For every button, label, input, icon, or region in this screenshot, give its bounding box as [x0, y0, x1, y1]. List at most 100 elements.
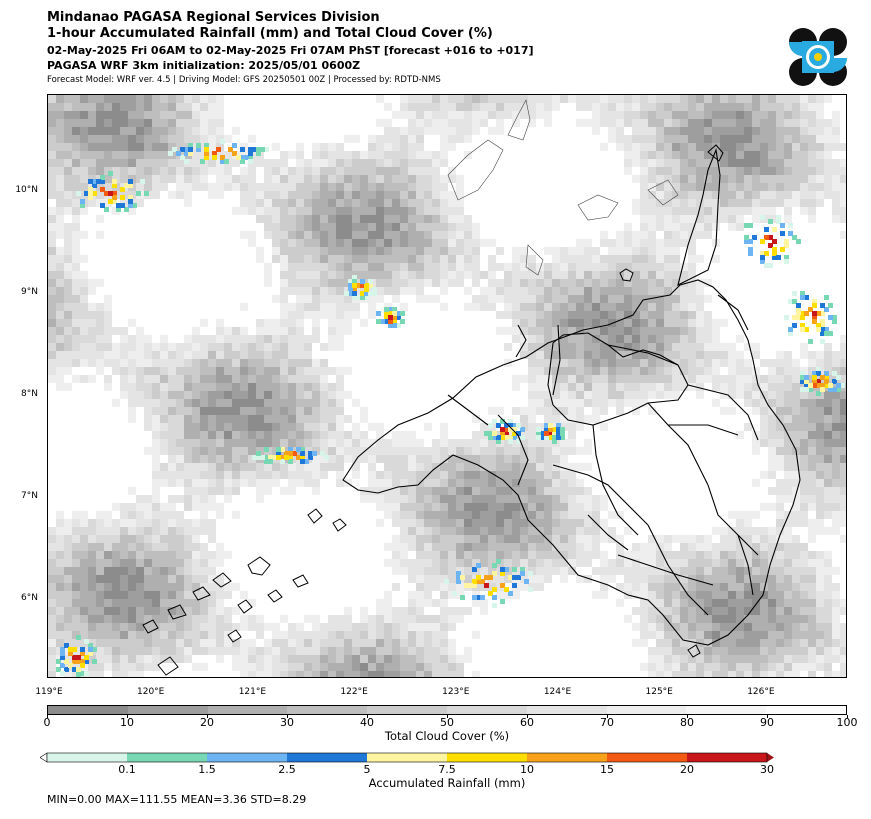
- cloud-cell: [440, 231, 448, 239]
- cloud-cell: [64, 263, 72, 271]
- cloud-cell: [352, 671, 360, 677]
- cloud-cell: [584, 119, 592, 127]
- cloud-cell: [288, 151, 296, 159]
- rain-cell: [104, 207, 109, 212]
- cloud-cell: [520, 255, 528, 263]
- cloud-cell: [680, 663, 688, 671]
- cloud-cell: [432, 183, 440, 191]
- cloud-cell: [752, 159, 760, 167]
- cloud-cell: [768, 527, 776, 535]
- cloud-cell: [696, 143, 704, 151]
- cloud-cell: [56, 599, 64, 607]
- cloud-cell: [128, 527, 136, 535]
- cloud-cell: [216, 479, 224, 487]
- cloud-cell: [296, 415, 304, 423]
- cloud-cell: [288, 375, 296, 383]
- cloud-cell: [440, 239, 448, 247]
- cloud-cell: [688, 591, 696, 599]
- cloud-cell: [592, 111, 600, 119]
- cloud-cell: [536, 551, 544, 559]
- cloud-cell: [560, 511, 568, 519]
- cloud-cell: [184, 447, 192, 455]
- cloud-cell: [840, 367, 846, 375]
- cloud-cell: [448, 615, 456, 623]
- cloud-cell: [272, 255, 280, 263]
- cloud-cell: [824, 399, 832, 407]
- rain-cell: [184, 159, 189, 164]
- cloud-cell: [248, 599, 256, 607]
- cloud-cell: [400, 183, 408, 191]
- cloud-cell: [808, 399, 816, 407]
- cloud-cell: [840, 335, 846, 343]
- cloud-cell: [688, 167, 696, 175]
- rain-cell: [812, 375, 817, 380]
- cloud-cell: [376, 655, 384, 663]
- cloud-cell: [200, 663, 208, 671]
- cloud-cell: [528, 383, 536, 391]
- cloud-cell: [304, 335, 312, 343]
- cloud-cell: [792, 95, 800, 103]
- cloud-cell: [624, 375, 632, 383]
- cloud-cell: [792, 543, 800, 551]
- cloud-cell: [840, 439, 846, 447]
- cloud-cell: [720, 575, 728, 583]
- cloud-cell: [144, 543, 152, 551]
- cloud-cell: [544, 327, 552, 335]
- cloud-cell: [696, 591, 704, 599]
- cloud-cell: [808, 183, 816, 191]
- rain-cell: [280, 455, 285, 460]
- cloud-cell: [712, 647, 720, 655]
- cloud-cell: [264, 359, 272, 367]
- cloud-cell: [192, 175, 200, 183]
- cloud-cell: [552, 255, 560, 263]
- cloud-cell: [440, 567, 448, 575]
- cloud-cell: [400, 455, 408, 463]
- cloud-cell: [120, 111, 128, 119]
- rain-cell: [272, 455, 277, 460]
- cloud-cell: [48, 527, 56, 535]
- cloud-cell: [200, 503, 208, 511]
- cloud-cell: [200, 487, 208, 495]
- cloud-cell: [48, 367, 56, 375]
- cloud-cell: [264, 415, 272, 423]
- cloud-cell: [824, 623, 832, 631]
- rain-cell: [264, 459, 269, 464]
- cloud-cell: [536, 399, 544, 407]
- cloud-cell: [184, 647, 192, 655]
- cloud-cell: [384, 663, 392, 671]
- cloud-cell: [392, 479, 400, 487]
- cloud-cell: [544, 455, 552, 463]
- cloud-cell: [512, 479, 520, 487]
- rain-cell: [788, 231, 793, 236]
- cloud-cell: [200, 631, 208, 639]
- rain-cell: [508, 435, 513, 440]
- cloud-cell: [192, 495, 200, 503]
- rain-cell: [88, 179, 93, 184]
- rain-cell: [748, 251, 753, 256]
- rain-cell: [516, 423, 521, 428]
- cloud-cell: [440, 511, 448, 519]
- cloud-cell: [736, 223, 744, 231]
- cloud-cell: [600, 583, 608, 591]
- cloud-cell: [344, 151, 352, 159]
- cloud-cell: [600, 359, 608, 367]
- cloud-cell: [72, 167, 80, 175]
- cloud-cell: [456, 127, 464, 135]
- cloud-cell: [544, 95, 552, 103]
- cloud-cell: [400, 191, 408, 199]
- cloud-cell: [776, 615, 784, 623]
- cloud-cell: [144, 375, 152, 383]
- cloud-cell: [688, 271, 696, 279]
- cloud-cell: [472, 247, 480, 255]
- cloud-cell: [720, 191, 728, 199]
- cloud-cell: [440, 495, 448, 503]
- cloud-cell: [400, 647, 408, 655]
- rain-cell: [828, 331, 833, 336]
- cloud-cell: [776, 351, 784, 359]
- cloud-cell: [560, 535, 568, 543]
- cloud-cell: [128, 631, 136, 639]
- cloud-cell: [792, 463, 800, 471]
- cloud-cell: [288, 487, 296, 495]
- cloud-cell: [800, 207, 808, 215]
- cloud-cell: [408, 655, 416, 663]
